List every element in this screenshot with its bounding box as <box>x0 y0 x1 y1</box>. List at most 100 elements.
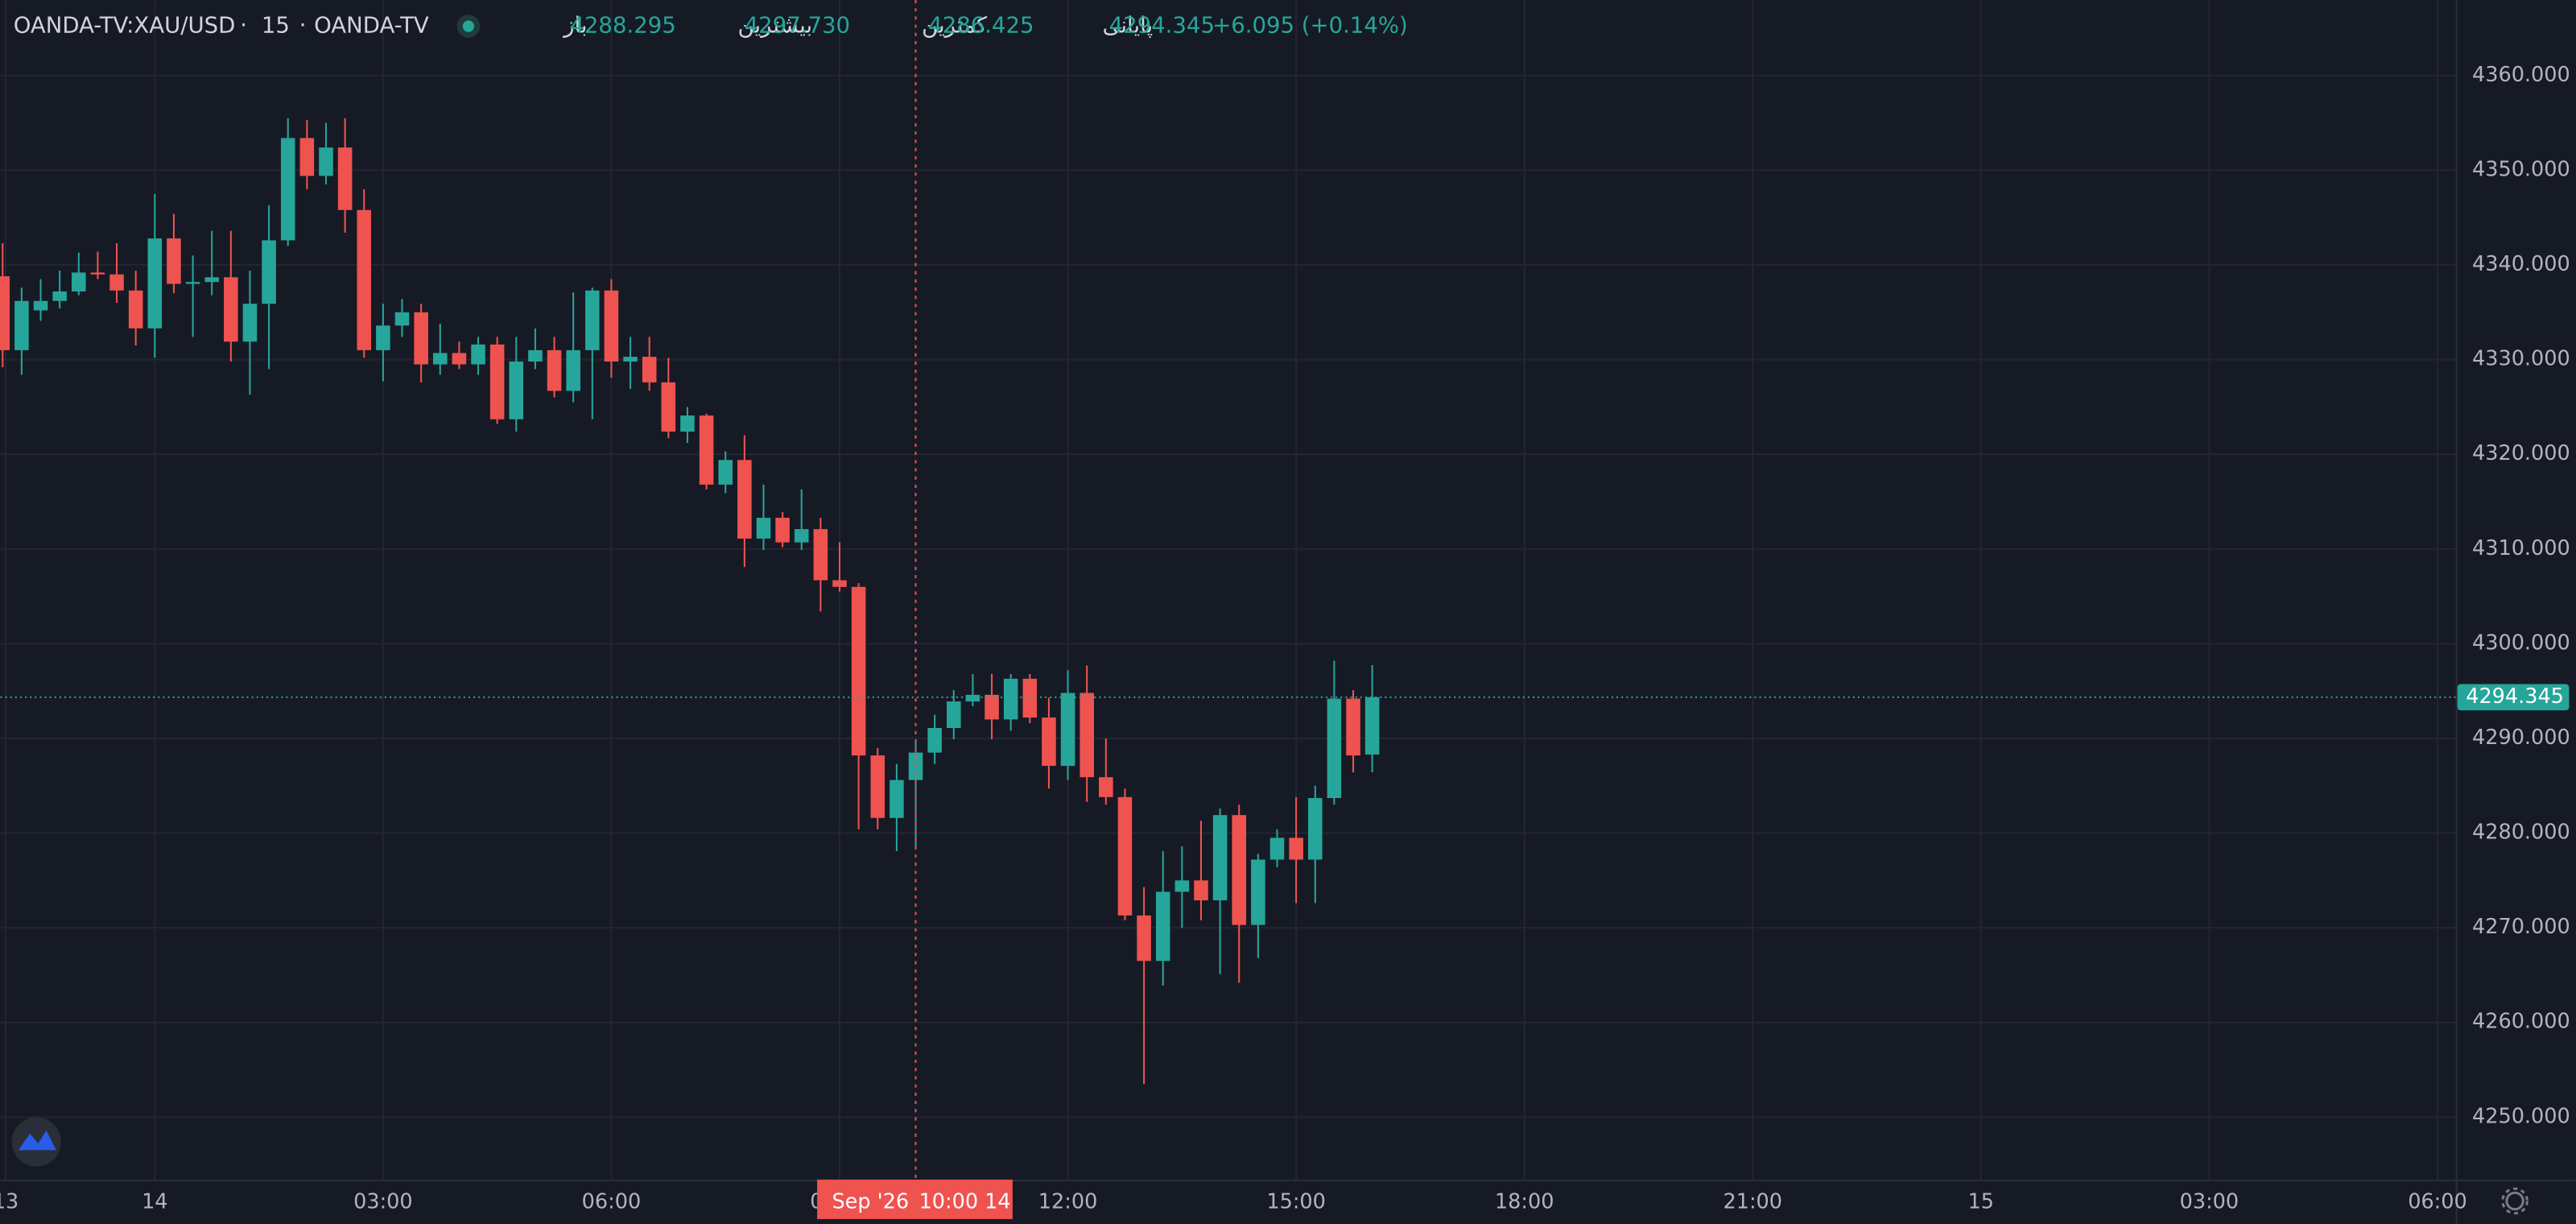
candle-body <box>661 382 676 432</box>
candle-body <box>718 460 733 485</box>
candle-body <box>547 349 562 391</box>
candle-body <box>432 353 448 365</box>
candle-body <box>319 147 333 176</box>
candle-body <box>376 325 390 350</box>
candle-body <box>642 357 657 382</box>
candle-body <box>699 415 714 485</box>
candle-body <box>33 300 48 311</box>
candle-body <box>1307 798 1323 860</box>
y-tick-label: 4360.000 <box>2472 63 2570 87</box>
logo-icon <box>18 1130 56 1151</box>
candle-body <box>851 586 866 756</box>
legend-value: 4286.425 <box>928 13 1034 39</box>
axes: 4250.000 4260.000 4270.000 4280.000 4290.000… <box>0 63 2570 1219</box>
x-tick-label: 06:00 <box>2408 1189 2467 1214</box>
candle-body <box>128 290 143 329</box>
candle-body <box>870 755 886 818</box>
candle-body <box>1022 678 1038 718</box>
settings-button[interactable] <box>2501 1187 2529 1215</box>
candle-body <box>985 694 999 720</box>
candle-body <box>1327 698 1342 799</box>
candle-body <box>1346 698 1360 756</box>
y-tick-label: 4330.000 <box>2472 347 2570 371</box>
candle-body <box>471 344 485 365</box>
header: OANDA-TV:XAU/USD · 15 · OANDA-TV باز4288… <box>14 13 1408 39</box>
candle-body <box>1137 915 1151 961</box>
candle-body <box>147 238 163 329</box>
x-tick-label: 12:00 <box>1038 1189 1097 1214</box>
candle-body <box>242 304 258 342</box>
candle-body <box>1155 891 1170 961</box>
change: +6.095 (+0.14%) <box>1212 13 1408 39</box>
candle-body <box>90 272 105 275</box>
candle-body <box>528 349 543 362</box>
candle-body <box>14 300 29 350</box>
candle-body <box>337 147 353 210</box>
x-tick-label: 18:00 <box>1495 1189 1554 1214</box>
candle-body <box>737 460 752 539</box>
candle-body <box>1003 678 1018 720</box>
y-tick-label: 4280.000 <box>2472 821 2570 845</box>
candle-body <box>509 361 524 420</box>
legend-label: بیشترین <box>738 13 813 39</box>
candles <box>0 0 2456 1180</box>
candle-body <box>52 291 67 301</box>
y-tick-label: 4320.000 <box>2472 441 2570 465</box>
y-tick-label: 4340.000 <box>2472 252 2570 276</box>
legend-value: 4297.730 <box>745 13 850 39</box>
symbol: OANDA-TV:XAU/USD <box>14 13 236 39</box>
candle-body <box>357 209 372 350</box>
candle-body <box>1194 880 1208 901</box>
x-tick-label: 13 <box>0 1189 19 1214</box>
candle-body <box>452 353 467 365</box>
legend-label: پایانی <box>1102 13 1153 39</box>
candle-body <box>832 580 847 587</box>
legend-label: کمترین <box>922 13 988 39</box>
x-tick-label: 03:00 <box>353 1189 413 1214</box>
y-tick-label: 4260.000 <box>2472 1010 2570 1034</box>
candle-body <box>965 694 980 702</box>
candle-body <box>1251 859 1265 925</box>
gear-icon <box>2505 1191 2524 1211</box>
candle-body <box>1289 837 1303 860</box>
candle-body <box>299 138 315 176</box>
last-price-badge <box>2457 684 2570 711</box>
last-price-label: 4294.345 <box>2466 684 2564 709</box>
candle-body <box>280 138 295 241</box>
y-tick-label: 4250.000 <box>2472 1104 2570 1128</box>
x-tick-label: 21:00 <box>1724 1189 1782 1214</box>
crosshair-date: Sep '26 <box>832 1189 909 1214</box>
candle-body <box>813 529 828 581</box>
legend-value: 4288.295 <box>570 13 675 39</box>
candle-body <box>1042 717 1056 767</box>
separator: · <box>299 13 307 39</box>
candle-body <box>489 344 505 420</box>
x-tick-label: 06:00 <box>582 1189 642 1214</box>
candle-body <box>927 728 942 753</box>
y-tick-label: 4300.000 <box>2472 631 2570 655</box>
separator: · <box>240 13 247 39</box>
candle-body <box>1212 815 1228 901</box>
x-tick-label: 14 <box>142 1189 167 1214</box>
crosshair-badge <box>817 1179 1013 1219</box>
legend-value: 4294.345 <box>1109 13 1215 39</box>
x-tick-label: 15 <box>1968 1189 1994 1214</box>
candle-body <box>394 312 410 326</box>
candle-body <box>585 290 600 350</box>
candle-body <box>947 701 961 729</box>
candle-body <box>890 779 904 818</box>
logo[interactable] <box>11 1117 61 1167</box>
y-tick-label: 4270.000 <box>2472 915 2570 939</box>
interval: 15 <box>262 13 290 39</box>
candle-body <box>1364 697 1380 755</box>
grid <box>0 0 2456 1180</box>
candle-body <box>623 357 638 362</box>
candle-body <box>167 238 181 284</box>
candle-body <box>414 312 428 365</box>
legend-label: باز <box>562 13 587 39</box>
y-tick-label: 4350.000 <box>2472 157 2570 181</box>
y-tick-label: 4290.000 <box>2472 726 2570 750</box>
